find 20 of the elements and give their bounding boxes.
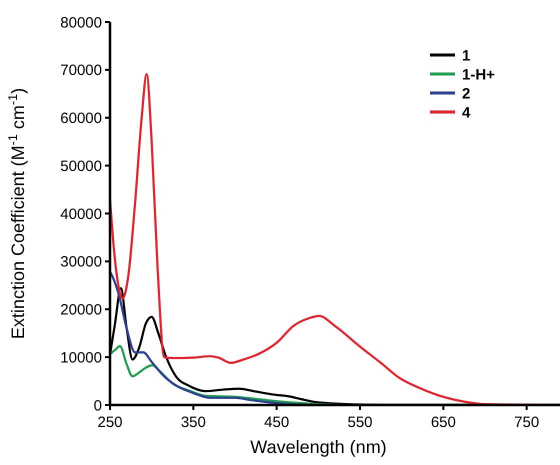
y-tick-label: 60000 xyxy=(60,110,102,127)
legend-label: 4 xyxy=(462,104,471,122)
x-axis-title: Wavelength (nm) xyxy=(250,437,387,457)
y-tick-label: 10000 xyxy=(60,349,102,366)
y-tick-label: 20000 xyxy=(60,302,102,318)
legend-label: 2 xyxy=(462,85,470,102)
x-tick-label: 350 xyxy=(180,414,206,431)
legend-label: 1 xyxy=(462,47,470,64)
legend-label: 1-H+ xyxy=(462,66,496,84)
x-tick-label: 550 xyxy=(347,414,373,431)
x-tick-label: 450 xyxy=(264,414,290,431)
y-tick-label: 40000 xyxy=(60,206,102,223)
x-tick-label: 250 xyxy=(97,414,123,431)
y-tick-label: 0 xyxy=(94,397,102,414)
y-tick-label: 70000 xyxy=(60,62,102,80)
x-tick-label: 650 xyxy=(430,414,456,431)
y-tick-label: 80000 xyxy=(60,14,102,32)
x-tick-label: 750 xyxy=(514,414,540,431)
y-tick-label: 50000 xyxy=(60,158,102,175)
y-tick-label: 30000 xyxy=(60,254,102,271)
